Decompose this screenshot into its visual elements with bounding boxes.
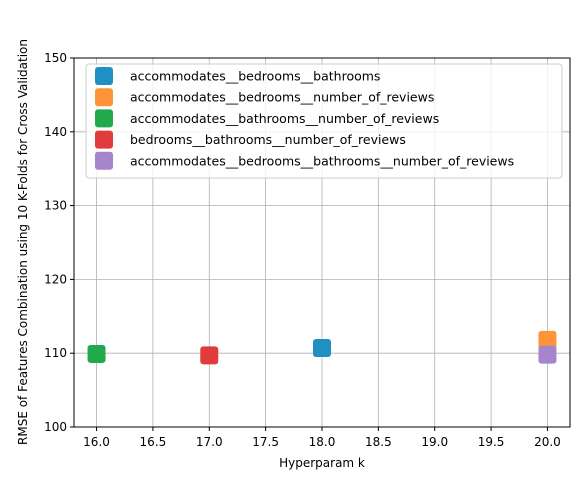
legend: accommodates__bedrooms__bathroomsaccommo…	[85, 63, 563, 179]
data-point	[538, 330, 557, 349]
legend-marker	[95, 67, 113, 85]
x-tick-label: 18.5	[365, 435, 392, 449]
x-tick-label: 17.0	[196, 435, 223, 449]
x-tick-label: 20.0	[534, 435, 561, 449]
legend-marker	[95, 88, 113, 107]
y-tick-label: 130	[44, 199, 67, 213]
legend-label: accommodates__bedrooms__bathrooms	[130, 69, 380, 84]
legend-frame	[85, 63, 563, 179]
data-point	[87, 344, 106, 363]
x-tick-label: 19.0	[421, 435, 448, 449]
y-tick-label: 110	[44, 346, 67, 360]
data-point	[313, 339, 331, 358]
legend-marker	[95, 151, 113, 170]
legend-label: accommodates__bedrooms__number_of_review…	[130, 90, 434, 105]
legend-label: accommodates__bedrooms__bathrooms__numbe…	[130, 153, 514, 168]
y-tick-label: 140	[44, 125, 67, 139]
x-tick-label: 16.5	[140, 435, 167, 449]
x-tick-label: 18.0	[309, 435, 336, 449]
y-tick-label: 150	[44, 51, 67, 65]
y-axis-label: RMSE of Features Combination using 10 K-…	[16, 39, 30, 445]
y-tick-label: 100	[44, 420, 67, 434]
x-tick-label: 16.0	[83, 435, 110, 449]
data-point	[200, 346, 219, 365]
x-tick-label: 19.5	[478, 435, 505, 449]
y-axis-ticks: 100 110 120 130 140 150	[44, 51, 74, 434]
x-axis-ticks: 16.0 16.5 17.0 17.5 18.0 18.5 19.0 19.5 20.0	[83, 427, 561, 449]
legend-label: accommodates__bathrooms__number_of_revie…	[130, 111, 439, 126]
data-point	[538, 345, 557, 364]
legend-label: bedrooms__bathrooms__number_of_reviews	[130, 132, 406, 147]
x-tick-label: 17.5	[252, 435, 279, 449]
data-points	[87, 330, 557, 365]
legend-marker	[95, 130, 113, 149]
x-axis-label: Hyperparam k	[279, 456, 365, 470]
legend-marker	[95, 109, 113, 128]
y-tick-label: 120	[44, 272, 67, 286]
